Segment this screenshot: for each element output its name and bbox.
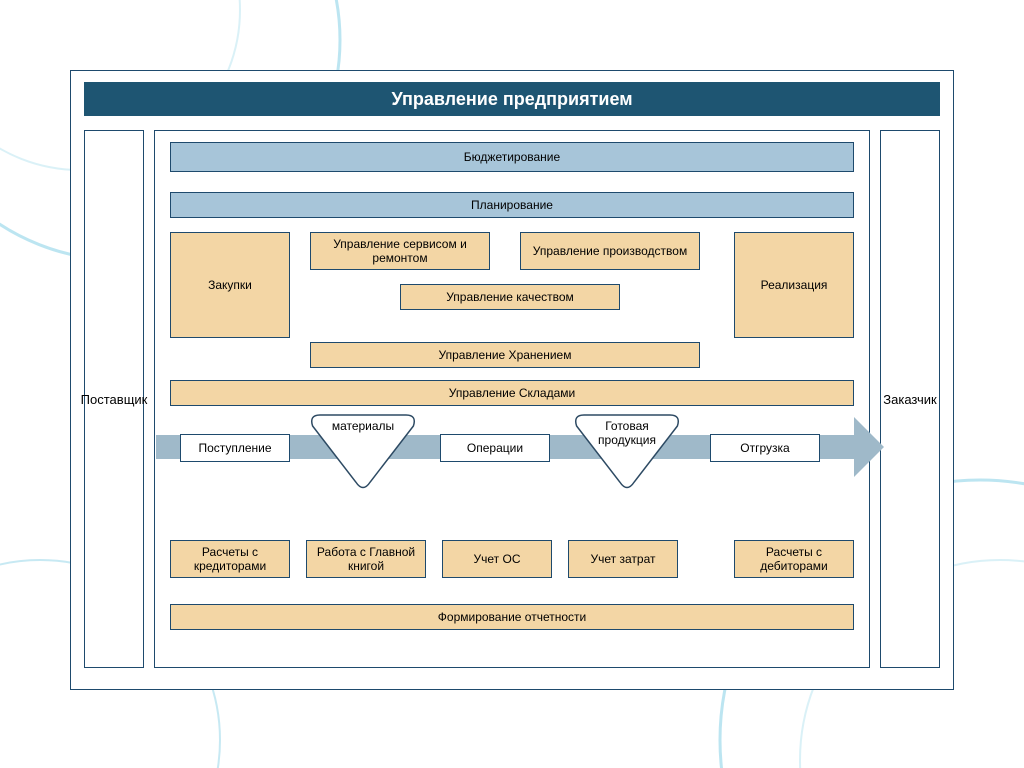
- block-gl-work-label: Работа с Главной книгой: [311, 545, 421, 574]
- block-receipt-label: Поступление: [198, 441, 271, 455]
- block-service-mgmt: Управление сервисом и ремонтом: [310, 232, 490, 270]
- block-service-mgmt-label: Управление сервисом и ремонтом: [315, 237, 485, 266]
- block-warehouse-mgmt-label: Управление Складами: [449, 386, 575, 400]
- title-bar: Управление предприятием: [84, 82, 940, 116]
- triangle-finished-goods-label: Готовая продукция: [580, 414, 674, 448]
- block-sales-label: Реализация: [761, 278, 828, 292]
- customer-label: Заказчик: [883, 392, 936, 407]
- process-flow-arrow-head: [854, 417, 884, 477]
- block-debtors: Расчеты с дебиторами: [734, 540, 854, 578]
- block-operations: Операции: [440, 434, 550, 462]
- block-cost-acct: Учет затрат: [568, 540, 678, 578]
- block-quality-mgmt-label: Управление качеством: [446, 290, 574, 304]
- block-receipt: Поступление: [180, 434, 290, 462]
- block-debtors-label: Расчеты с дебиторами: [739, 545, 849, 574]
- triangle-finished-goods: Готовая продукция: [572, 414, 682, 494]
- block-cost-acct-label: Учет затрат: [591, 552, 656, 566]
- block-shipment-label: Отгрузка: [740, 441, 789, 455]
- block-operations-label: Операции: [467, 441, 523, 455]
- supplier-label: Поставщик: [81, 392, 148, 407]
- block-production-mgmt: Управление производством: [520, 232, 700, 270]
- title-text: Управление предприятием: [391, 89, 632, 110]
- block-storage-mgmt-label: Управление Хранением: [439, 348, 572, 362]
- block-budgeting: Бюджетирование: [170, 142, 854, 172]
- block-reporting: Формирование отчетности: [170, 604, 854, 630]
- triangle-materials: материалы: [308, 414, 418, 494]
- block-asset-acct-label: Учет ОС: [474, 552, 521, 566]
- block-reporting-label: Формирование отчетности: [438, 610, 586, 624]
- block-budgeting-label: Бюджетирование: [464, 150, 560, 164]
- block-asset-acct: Учет ОС: [442, 540, 552, 578]
- customer-column: Заказчик: [880, 130, 940, 668]
- block-purchasing: Закупки: [170, 232, 290, 338]
- block-sales: Реализация: [734, 232, 854, 338]
- block-planning: Планирование: [170, 192, 854, 218]
- supplier-column: Поставщик: [84, 130, 144, 668]
- block-planning-label: Планирование: [471, 198, 553, 212]
- block-purchasing-label: Закупки: [208, 278, 252, 292]
- block-creditors-label: Расчеты с кредиторами: [175, 545, 285, 574]
- triangle-materials-label: материалы: [316, 414, 410, 434]
- block-shipment: Отгрузка: [710, 434, 820, 462]
- block-creditors: Расчеты с кредиторами: [170, 540, 290, 578]
- block-warehouse-mgmt: Управление Складами: [170, 380, 854, 406]
- block-storage-mgmt: Управление Хранением: [310, 342, 700, 368]
- block-production-mgmt-label: Управление производством: [533, 244, 687, 258]
- block-gl-work: Работа с Главной книгой: [306, 540, 426, 578]
- block-quality-mgmt: Управление качеством: [400, 284, 620, 310]
